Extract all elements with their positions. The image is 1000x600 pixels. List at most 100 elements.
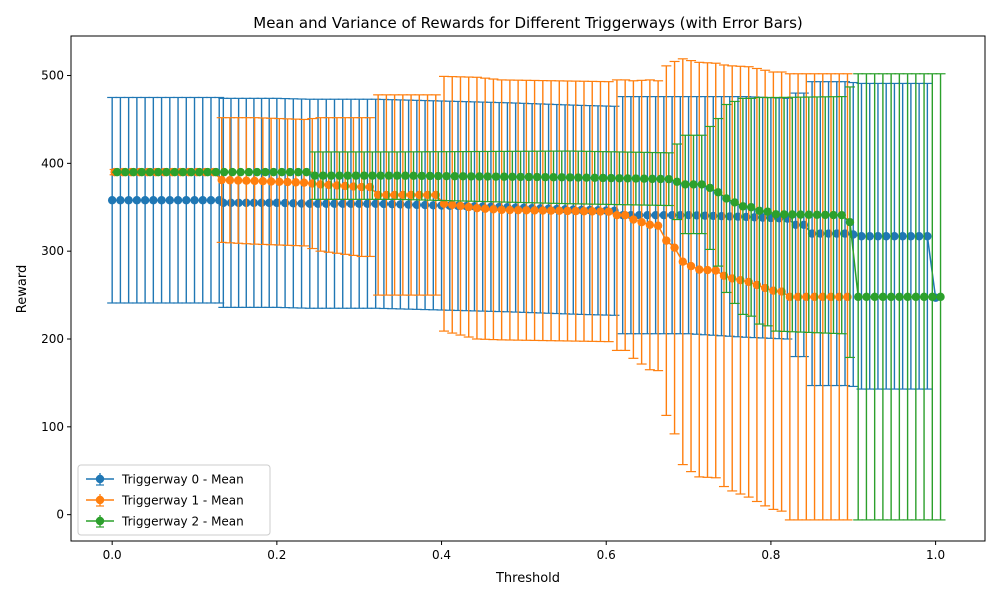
data-point [250, 176, 259, 186]
data-point [862, 292, 871, 302]
data-point [928, 292, 937, 302]
data-point [557, 173, 566, 182]
data-point [857, 232, 866, 241]
data-point [645, 220, 655, 230]
data-point [565, 173, 575, 182]
data-point [590, 173, 599, 183]
data-point [178, 167, 188, 177]
data-point [489, 205, 498, 214]
data-point [923, 232, 932, 241]
data-point [439, 199, 449, 208]
data-point [129, 167, 138, 177]
data-point [154, 167, 163, 177]
data-point [738, 202, 748, 211]
data-point [173, 196, 183, 205]
data-point [695, 265, 704, 274]
data-point [546, 206, 556, 215]
data-point [865, 232, 874, 241]
legend-box [77, 464, 271, 536]
data-point [225, 176, 235, 185]
data-point [779, 210, 789, 219]
data-point [483, 172, 492, 181]
data-point [124, 196, 133, 205]
data-point [637, 217, 646, 227]
data-point [442, 171, 451, 181]
data-point [508, 172, 517, 182]
data-point [480, 204, 490, 213]
data-point [853, 292, 863, 302]
data-point [664, 174, 674, 184]
data-point [472, 203, 482, 213]
data-point [252, 167, 262, 177]
x-tick-label: 0.8 [761, 548, 780, 562]
legend-label: Triggerway 0 - Mean [121, 473, 244, 487]
data-point [549, 173, 558, 182]
data-point [261, 167, 270, 177]
data-point [149, 196, 158, 205]
data-point [425, 171, 435, 181]
data-point [269, 167, 278, 177]
y-tick-label: 300 [41, 244, 64, 258]
legend-marker [95, 495, 105, 505]
data-point [258, 177, 268, 186]
chart-legend: Triggerway 0 - Mean Triggerway 1 - Mean Tr… [77, 464, 271, 536]
data-point [392, 171, 402, 180]
data-point [771, 210, 781, 219]
chart-title: Mean and Variance of Rewards for Differe… [253, 14, 803, 32]
y-axis-label: Reward [15, 265, 30, 313]
data-point [532, 172, 542, 182]
data-point [914, 232, 924, 241]
data-point [623, 174, 632, 183]
data-point [821, 210, 830, 220]
data-point [226, 198, 236, 208]
data-point [596, 207, 605, 216]
data-point [541, 172, 550, 182]
data-point [837, 210, 846, 220]
data-point [343, 171, 352, 180]
data-point [107, 196, 117, 205]
data-point [275, 177, 284, 186]
data-point [686, 261, 696, 271]
y-tick-label: 100 [41, 420, 64, 434]
data-point [722, 194, 731, 203]
data-point [244, 167, 254, 177]
data-point [310, 171, 319, 180]
x-tick-label: 0.0 [103, 548, 122, 562]
data-point [582, 173, 591, 182]
x-tick-label: 0.2 [267, 548, 286, 562]
data-point [116, 196, 125, 205]
data-point [228, 167, 237, 177]
data-point [678, 257, 688, 266]
data-point [629, 215, 638, 224]
data-point [318, 171, 328, 180]
data-point [873, 232, 883, 241]
x-tick-label: 1.0 [926, 548, 945, 562]
data-point [198, 196, 207, 205]
data-point [140, 196, 150, 205]
y-tick-label: 500 [41, 69, 64, 83]
data-point [491, 172, 501, 181]
data-point [265, 198, 274, 208]
data-point [730, 198, 739, 207]
data-point [763, 207, 772, 216]
y-tick-label: 200 [41, 332, 64, 346]
data-point [499, 172, 509, 181]
data-point [112, 167, 122, 177]
legend-label: Triggerway 2 - Mean [121, 515, 244, 529]
data-point [845, 217, 855, 227]
data-point [516, 172, 525, 182]
data-point [648, 174, 657, 184]
data-point [670, 243, 679, 252]
data-point [417, 171, 426, 181]
data-point [563, 206, 572, 216]
data-point [401, 171, 410, 180]
data-point [182, 196, 191, 205]
data-point [606, 173, 616, 183]
data-point [206, 196, 216, 205]
x-axis-label: Threshold [495, 571, 560, 586]
legend-entry: Triggerway 1 - Mean [86, 494, 244, 508]
data-point [919, 292, 929, 302]
data-point [359, 171, 369, 180]
data-point [211, 167, 221, 177]
data-point [145, 167, 155, 177]
